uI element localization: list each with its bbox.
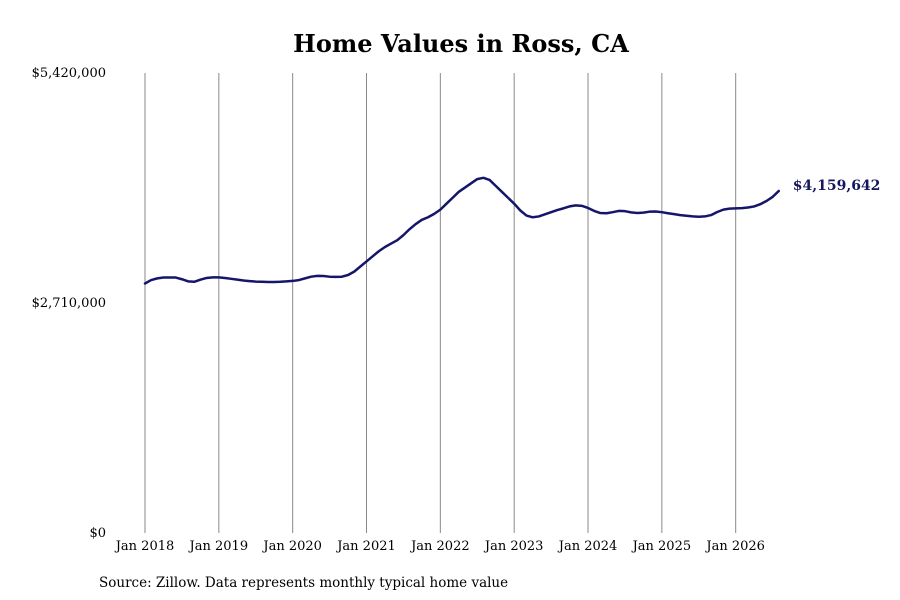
x-tick-label: Jan 2019	[188, 539, 249, 554]
x-tick-label: Jan 2025	[631, 539, 692, 554]
y-axis-tick-labels: $0 $2,710,000 $5,420,000	[32, 66, 106, 541]
x-tick-label: Jan 2018	[114, 539, 175, 554]
x-tick-label: Jan 2024	[557, 539, 618, 554]
y-tick-label: $2,710,000	[32, 296, 106, 311]
x-tick-label: Jan 2022	[409, 539, 470, 554]
x-axis-tick-labels: Jan 2018 Jan 2019 Jan 2020 Jan 2021 Jan 2022…	[114, 539, 765, 554]
y-tick-label: $0	[89, 526, 106, 541]
x-tick-label: Jan 2023	[483, 539, 544, 554]
x-tick-label: Jan 2021	[335, 539, 396, 554]
x-tick-label: Jan 2026	[704, 539, 765, 554]
chart-title: Home Values in Ross, CA	[293, 29, 629, 58]
home-value-series-line	[143, 176, 781, 285]
latest-value-label: $4,159,642	[793, 178, 881, 194]
x-tick-label: Jan 2020	[261, 539, 322, 554]
gridlines	[144, 73, 737, 533]
source-note: Source: Zillow. Data represents monthly …	[99, 575, 508, 591]
y-tick-label: $5,420,000	[32, 66, 106, 81]
